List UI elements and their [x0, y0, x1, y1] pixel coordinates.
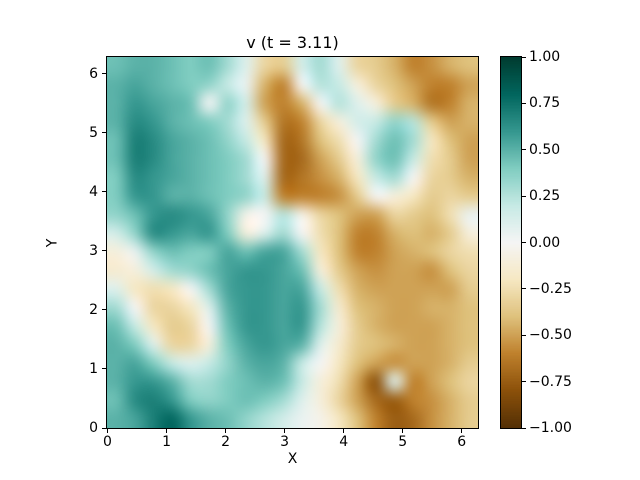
y-tick-label: 4 — [89, 183, 98, 200]
x-tick-label: 6 — [457, 434, 467, 450]
colorbar-tick — [522, 381, 526, 383]
x-tick-label: 4 — [339, 434, 349, 450]
colorbar-tick-label: 0.25 — [529, 188, 561, 205]
y-tick — [102, 309, 106, 311]
plot-title: v (t = 3.11) — [246, 33, 339, 52]
x-tick — [461, 429, 463, 433]
y-tick-label: 0 — [89, 420, 98, 436]
colorbar-tick — [522, 242, 526, 243]
x-tick-label: 0 — [103, 434, 112, 450]
colorbar-tick-label: 0.00 — [529, 234, 561, 251]
x-tick — [284, 429, 286, 433]
y-tick — [102, 73, 106, 75]
x-tick-label: 2 — [221, 434, 231, 450]
y-tick-label: 1 — [89, 360, 98, 377]
colorbar-tick — [522, 102, 526, 104]
colorbar-tick-label: 0.50 — [529, 141, 561, 158]
x-tick — [166, 429, 168, 433]
colorbar-tick — [522, 334, 526, 336]
colorbar-tick — [522, 56, 526, 58]
y-tick-label: 2 — [89, 301, 98, 318]
y-tick-label: 6 — [89, 65, 98, 82]
y-tick — [102, 250, 106, 252]
y-tick — [102, 368, 106, 370]
x-axis-label: X — [287, 451, 298, 467]
x-tick — [343, 429, 345, 433]
x-tick — [107, 429, 108, 433]
x-tick — [402, 429, 404, 433]
colorbar-tick-label: −0.50 — [529, 327, 572, 344]
x-tick-label: 5 — [398, 434, 408, 450]
axes-area — [106, 56, 479, 429]
y-tick — [102, 191, 106, 193]
y-tick-label: 3 — [89, 242, 98, 259]
y-tick — [102, 427, 106, 429]
x-tick — [225, 429, 227, 433]
colorbar-frame — [500, 56, 522, 429]
x-tick-label: 1 — [162, 434, 171, 450]
colorbar-tick-label: −0.75 — [529, 373, 572, 390]
y-axis-label: Y — [44, 238, 61, 248]
colorbar-tick-label: 0.75 — [529, 95, 561, 112]
heatmap-canvas — [107, 57, 478, 428]
colorbar-tick-label: −0.25 — [529, 280, 572, 297]
colorbar-tick — [522, 427, 526, 429]
colorbar-tick — [522, 195, 526, 197]
colorbar-tick-label: 1.00 — [529, 49, 561, 65]
colorbar-tick — [522, 149, 526, 151]
x-tick-label: 3 — [280, 434, 290, 450]
colorbar-canvas — [501, 57, 521, 428]
colorbar-tick — [522, 288, 526, 290]
y-tick-label: 5 — [89, 124, 98, 141]
colorbar-tick-label: −1.00 — [529, 420, 572, 436]
y-tick — [102, 132, 106, 134]
